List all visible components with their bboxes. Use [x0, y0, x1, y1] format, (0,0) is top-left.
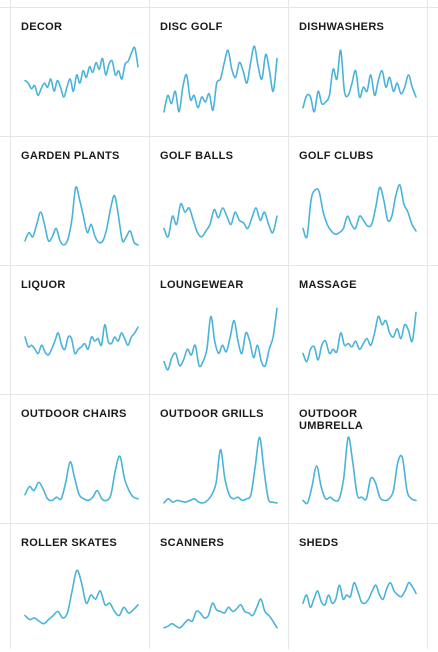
series-line	[163, 598, 278, 629]
grid-divider	[0, 265, 438, 266]
series-line	[24, 46, 139, 98]
panel-title: OUTDOOR GRILLS	[160, 408, 264, 420]
series-line	[24, 186, 139, 246]
panel-title: MASSAGE	[299, 279, 357, 291]
sparkline-panel: DECOR	[11, 8, 149, 136]
sparkline-panel: OUTDOOR CHAIRS	[11, 395, 149, 523]
sparkline-chart	[302, 311, 417, 363]
sparkline-chart	[302, 49, 417, 113]
grid-divider	[0, 523, 438, 524]
sparkline-chart	[24, 569, 139, 625]
sparkline-panel: OUTDOOR UMBRELLA	[289, 395, 427, 523]
series-line	[302, 311, 417, 363]
sparkline-chart	[24, 323, 139, 356]
series-line	[24, 455, 139, 502]
grid-divider	[0, 394, 438, 395]
sparkline-panel: GOLF BALLS	[150, 137, 288, 265]
sparkline-panel: SCANNERS	[150, 524, 288, 652]
sparkline-panel: DISC GOLF	[150, 8, 288, 136]
panel-title: SHEDS	[299, 537, 339, 549]
grid-divider	[149, 0, 150, 649]
grid-divider	[427, 0, 428, 649]
sparkline-panel: DISHWASHERS	[289, 8, 427, 136]
series-line	[24, 323, 139, 356]
sparkline-chart	[302, 436, 417, 505]
series-line	[302, 184, 417, 239]
panel-title: OUTDOOR UMBRELLA	[299, 408, 364, 432]
series-line	[302, 436, 417, 505]
sparkline-chart	[163, 45, 278, 113]
sparkline-chart	[302, 581, 417, 609]
sparkline-chart	[163, 202, 278, 238]
sparkline-panel: SHEDS	[289, 524, 427, 652]
series-line	[163, 436, 278, 504]
sparkline-chart	[163, 436, 278, 504]
grid-divider	[0, 136, 438, 137]
panel-title: GOLF BALLS	[160, 150, 234, 162]
sparkline-panel: ROLLER SKATES	[11, 524, 149, 652]
panel-title: SCANNERS	[160, 537, 225, 549]
sparkline-chart	[24, 46, 139, 98]
series-line	[302, 581, 417, 609]
sparkline-panel: GOLF CLUBS	[289, 137, 427, 265]
sparkline-panel: MASSAGE	[289, 266, 427, 394]
sparkline-panel: OUTDOOR GRILLS	[150, 395, 288, 523]
sparkline-chart	[163, 598, 278, 629]
panel-title: OUTDOOR CHAIRS	[21, 408, 127, 420]
panel-title: DECOR	[21, 21, 63, 33]
sparkline-chart	[163, 307, 278, 371]
panel-title: LIQUOR	[21, 279, 66, 291]
sparkline-chart	[24, 186, 139, 246]
panel-title: GARDEN PLANTS	[21, 150, 120, 162]
panel-title: GOLF CLUBS	[299, 150, 374, 162]
grid-divider	[288, 0, 289, 649]
series-line	[163, 307, 278, 371]
series-line	[163, 45, 278, 113]
panel-title: DISC GOLF	[160, 21, 223, 33]
series-line	[24, 569, 139, 625]
panel-title: ROLLER SKATES	[21, 537, 117, 549]
grid-divider	[10, 0, 11, 649]
grid-divider	[0, 7, 438, 8]
series-line	[302, 49, 417, 113]
sparkline-panel: LIQUOR	[11, 266, 149, 394]
sparkline-panel: GARDEN PLANTS	[11, 137, 149, 265]
sparkline-panel: LOUNGEWEAR	[150, 266, 288, 394]
series-line	[163, 202, 278, 238]
sparkline-chart	[302, 184, 417, 239]
panel-title: DISHWASHERS	[299, 21, 385, 33]
sparkline-chart	[24, 455, 139, 502]
panel-title: LOUNGEWEAR	[160, 279, 244, 291]
